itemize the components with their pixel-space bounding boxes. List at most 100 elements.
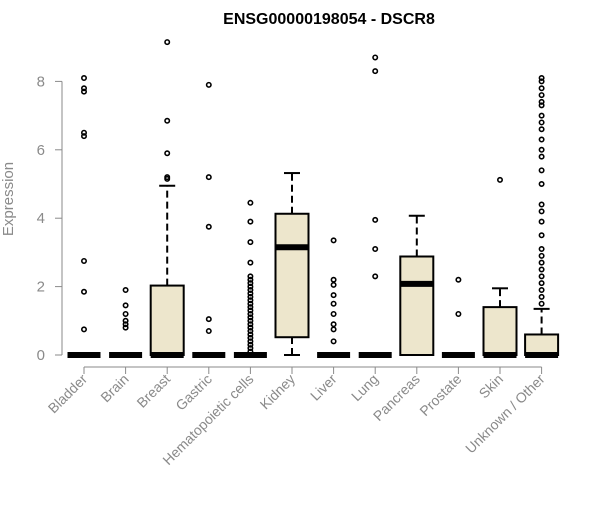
outlier-point bbox=[164, 174, 171, 181]
box-unknown-other bbox=[524, 74, 560, 358]
y-tick-label: 0 bbox=[37, 347, 45, 364]
outlier-point bbox=[122, 310, 129, 317]
outlier-point bbox=[330, 237, 337, 244]
outlier-point bbox=[122, 324, 129, 331]
outlier-point bbox=[330, 276, 337, 283]
outlier-point bbox=[538, 167, 545, 174]
outlier-point bbox=[538, 266, 545, 273]
y-tick-label: 2 bbox=[37, 279, 45, 296]
y-tick-label: 8 bbox=[37, 73, 45, 90]
outlier-point bbox=[247, 293, 254, 300]
outlier-point bbox=[538, 98, 545, 105]
y-axis-label: Expression bbox=[0, 162, 17, 236]
box-body bbox=[274, 212, 310, 339]
outlier-point bbox=[538, 181, 545, 188]
outlier-point bbox=[81, 288, 88, 295]
box-lung bbox=[358, 54, 392, 358]
box-prostate bbox=[441, 276, 475, 358]
outlier-point bbox=[538, 146, 545, 153]
outlier-point bbox=[81, 326, 88, 333]
box-hematopoietic-cells bbox=[233, 199, 267, 358]
outlier-point bbox=[538, 85, 545, 92]
outlier-point bbox=[247, 290, 254, 297]
outlier-point bbox=[247, 273, 254, 280]
chart-title: ENSG00000198054 - DSCR8 bbox=[223, 11, 435, 28]
outlier-point bbox=[538, 92, 545, 99]
outlier-point bbox=[247, 321, 254, 328]
x-tick-label: Liver bbox=[307, 371, 340, 404]
outlier-point bbox=[372, 68, 379, 75]
outlier-point bbox=[247, 334, 254, 341]
box-body bbox=[149, 284, 185, 357]
outlier-point bbox=[538, 74, 545, 81]
outlier-point bbox=[247, 259, 254, 266]
x-tick-label: Bladder bbox=[45, 371, 91, 417]
outlier-point bbox=[247, 338, 254, 345]
outlier-point bbox=[122, 302, 129, 309]
outlier-point bbox=[205, 174, 212, 181]
y-axis: 0 2 4 6 8 bbox=[37, 73, 63, 364]
outlier-point bbox=[81, 133, 88, 140]
outlier-point bbox=[81, 129, 88, 136]
outlier-point bbox=[538, 112, 545, 119]
box-body bbox=[524, 333, 560, 357]
outlier-point bbox=[538, 252, 545, 259]
outlier-point bbox=[372, 273, 379, 280]
outlier-point bbox=[455, 310, 462, 317]
outlier-point bbox=[122, 321, 129, 328]
outlier-point bbox=[247, 324, 254, 331]
y-tick-label: 6 bbox=[37, 142, 45, 159]
outlier-point bbox=[538, 218, 545, 225]
outlier-point bbox=[247, 328, 254, 335]
outlier-point bbox=[247, 317, 254, 324]
outlier-point bbox=[538, 126, 545, 133]
outlier-point bbox=[205, 316, 212, 323]
y-tick-label: 4 bbox=[37, 210, 45, 227]
outlier-point bbox=[247, 314, 254, 321]
box-kidney bbox=[274, 172, 310, 356]
outlier-point bbox=[205, 223, 212, 230]
outlier-point bbox=[538, 280, 545, 287]
outlier-point bbox=[247, 341, 254, 348]
outlier-point bbox=[247, 307, 254, 314]
x-tick-label: Breast bbox=[133, 371, 173, 411]
outlier-point bbox=[538, 287, 545, 294]
box-pancreas bbox=[399, 214, 435, 356]
outlier-point bbox=[247, 199, 254, 206]
outlier-point bbox=[538, 245, 545, 252]
outlier-point bbox=[538, 136, 545, 143]
outlier-point bbox=[164, 39, 171, 46]
box-breast bbox=[149, 39, 185, 358]
outlier-point bbox=[372, 245, 379, 252]
outlier-point bbox=[247, 239, 254, 246]
outlier-point bbox=[247, 310, 254, 317]
outlier-point bbox=[247, 300, 254, 307]
outlier-point bbox=[247, 283, 254, 290]
outlier-point bbox=[164, 117, 171, 124]
outlier-point bbox=[247, 297, 254, 304]
box-brain bbox=[109, 287, 143, 358]
x-tick-label: Brain bbox=[97, 371, 131, 405]
box-gastric bbox=[192, 81, 226, 358]
outlier-point bbox=[247, 280, 254, 287]
outlier-point bbox=[330, 281, 337, 288]
outlier-point bbox=[330, 300, 337, 307]
outlier-point bbox=[330, 292, 337, 299]
x-tick-label: Prostate bbox=[416, 371, 464, 419]
outlier-point bbox=[122, 287, 129, 294]
outlier-point bbox=[247, 348, 254, 355]
outlier-point bbox=[538, 119, 545, 126]
outlier-point bbox=[538, 201, 545, 208]
outlier-point bbox=[496, 176, 503, 183]
outlier-point bbox=[538, 232, 545, 239]
outlier-point bbox=[247, 218, 254, 225]
outlier-point bbox=[330, 326, 337, 333]
outlier-point bbox=[205, 81, 212, 88]
outlier-point bbox=[330, 338, 337, 345]
outlier-point bbox=[372, 54, 379, 61]
outlier-point bbox=[330, 310, 337, 317]
box-body bbox=[482, 306, 518, 356]
outlier-point bbox=[81, 88, 88, 95]
